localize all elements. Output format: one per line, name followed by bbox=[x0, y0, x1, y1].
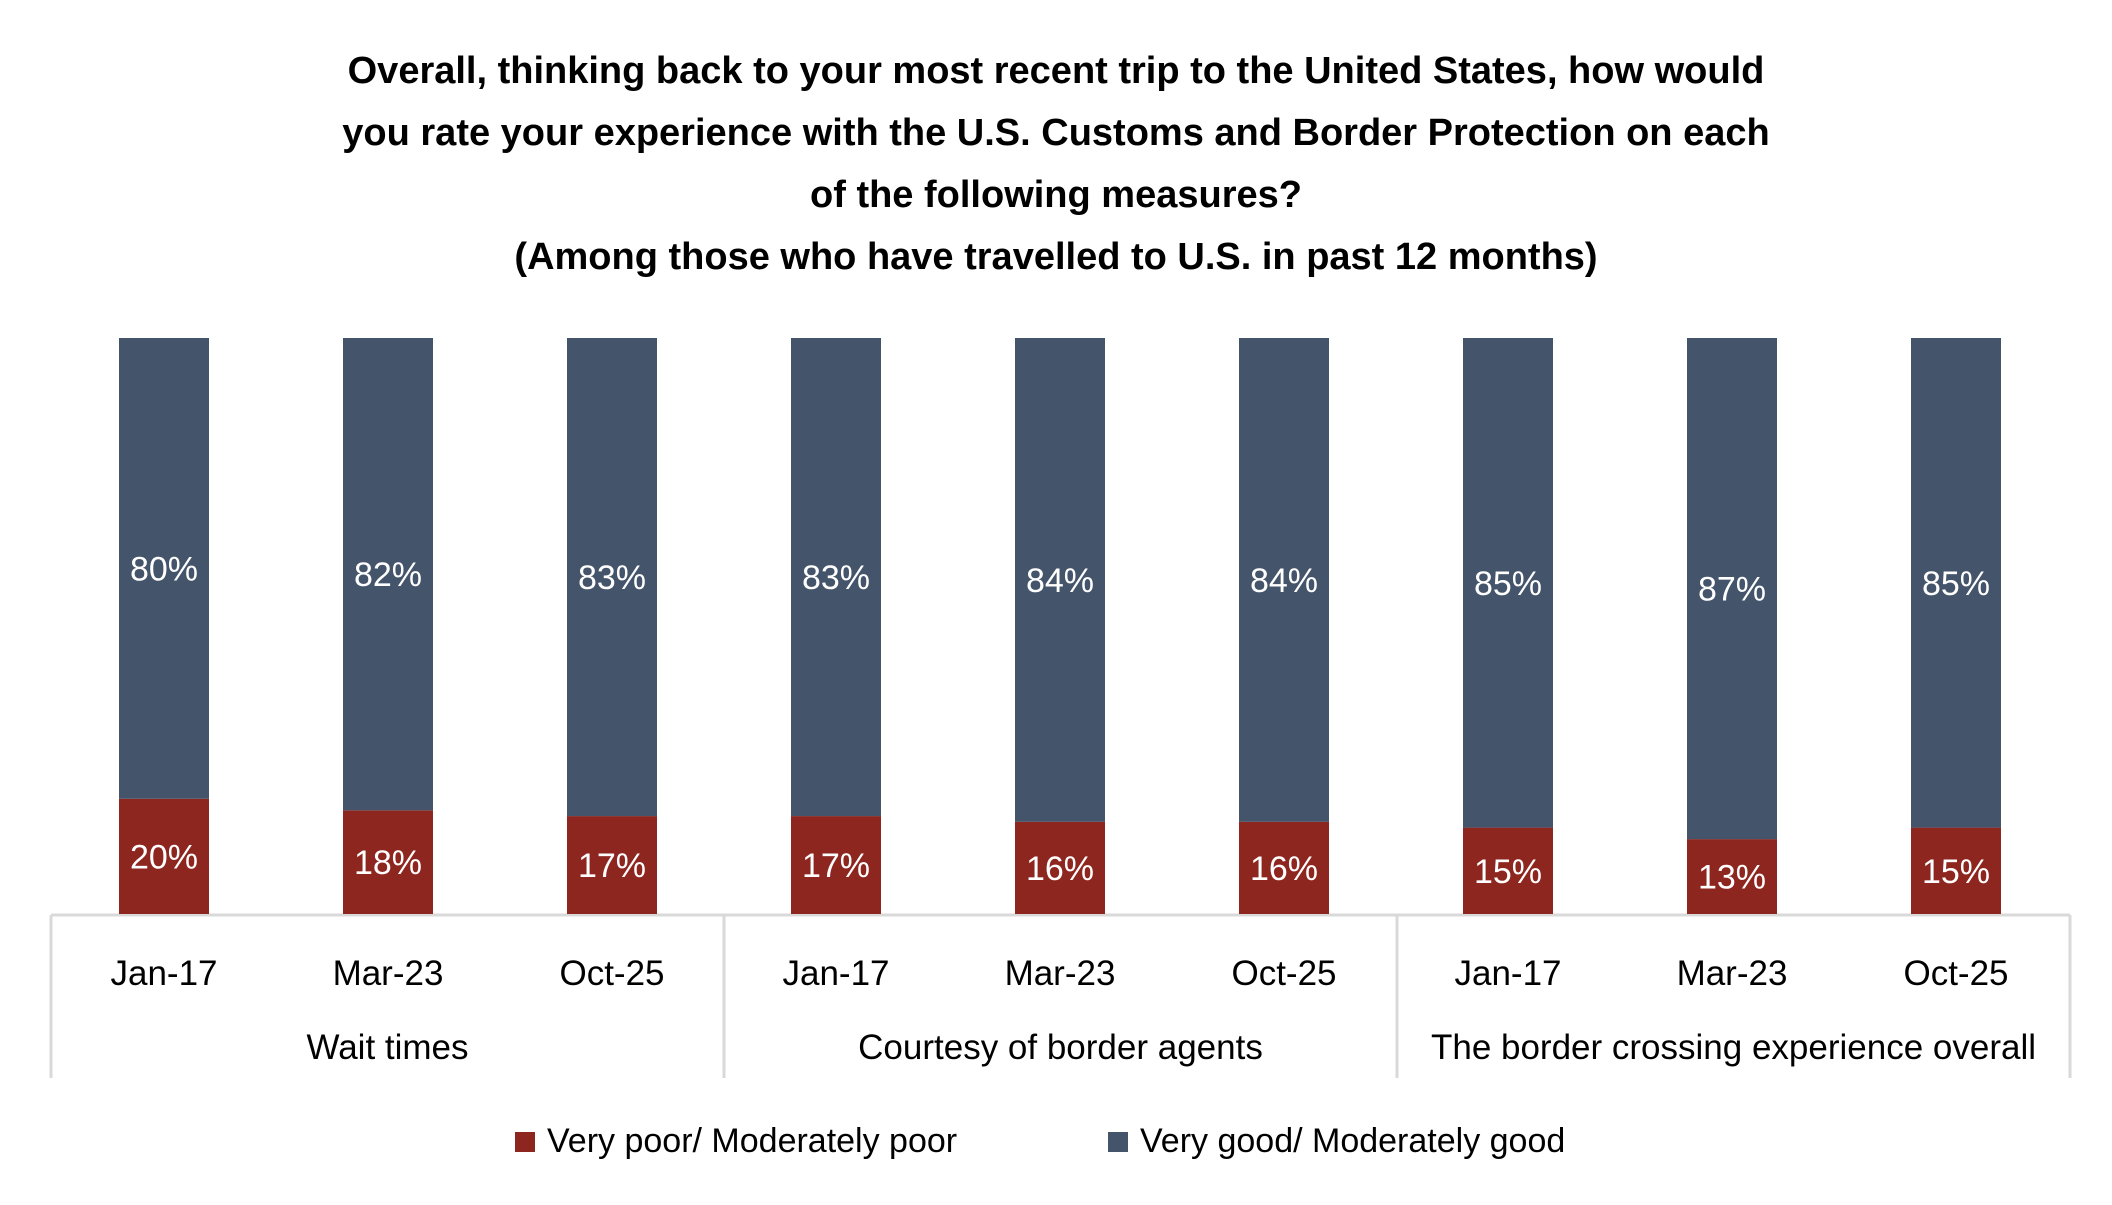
legend-label: Very poor/ Moderately poor bbox=[547, 1122, 958, 1160]
bar-segment bbox=[567, 816, 657, 914]
category-label: Mar-23 bbox=[1677, 954, 1788, 993]
bar-segment bbox=[1687, 839, 1777, 914]
category-label: Jan-17 bbox=[1454, 954, 1561, 993]
title-line: of the following measures? bbox=[810, 174, 1302, 216]
category-label: Oct-25 bbox=[1231, 954, 1336, 993]
bar-segment bbox=[1239, 821, 1329, 914]
bar-segment bbox=[1463, 827, 1553, 914]
data-label: 84% bbox=[1026, 562, 1094, 600]
bar-segment bbox=[1015, 821, 1105, 914]
chart-title: Overall, thinking back to your most rece… bbox=[0, 40, 2112, 288]
title-line: (Among those who have travelled to U.S. … bbox=[514, 236, 1598, 278]
data-label: 20% bbox=[130, 838, 198, 876]
bar-segment bbox=[791, 816, 881, 914]
data-label: 18% bbox=[354, 844, 422, 882]
data-label: 87% bbox=[1698, 571, 1766, 609]
category-label: Jan-17 bbox=[110, 954, 217, 993]
bar-segment bbox=[1239, 338, 1329, 822]
category-label: Mar-23 bbox=[1005, 954, 1116, 993]
data-label: 17% bbox=[802, 847, 870, 885]
bar-segment bbox=[343, 338, 433, 811]
category-label: Mar-23 bbox=[333, 954, 444, 993]
legend-swatch bbox=[515, 1131, 535, 1152]
legend-swatch bbox=[1108, 1131, 1128, 1152]
bar-segment bbox=[119, 798, 209, 914]
bar-segment bbox=[119, 338, 209, 799]
bar-segment bbox=[1015, 338, 1105, 822]
data-label: 15% bbox=[1922, 853, 1990, 891]
data-label: 82% bbox=[354, 556, 422, 594]
data-label: 16% bbox=[1026, 850, 1094, 888]
group-label: The border crossing experience overall bbox=[1431, 1028, 2036, 1067]
title-line: Overall, thinking back to your most rece… bbox=[347, 50, 1765, 92]
data-label: 85% bbox=[1474, 565, 1542, 603]
data-label: 83% bbox=[578, 559, 646, 597]
data-label: 80% bbox=[130, 550, 198, 588]
data-label: 17% bbox=[578, 847, 646, 885]
category-label: Oct-25 bbox=[1903, 954, 2008, 993]
bar-segment bbox=[343, 810, 433, 914]
data-label: 85% bbox=[1922, 565, 1990, 603]
bar-segment bbox=[1687, 338, 1777, 840]
group-label: Courtesy of border agents bbox=[858, 1028, 1263, 1067]
data-label: 84% bbox=[1250, 562, 1318, 600]
data-label: 83% bbox=[802, 559, 870, 597]
category-label: Jan-17 bbox=[782, 954, 889, 993]
data-label: 16% bbox=[1250, 850, 1318, 888]
data-label: 15% bbox=[1474, 853, 1542, 891]
bar-segment bbox=[1463, 338, 1553, 828]
legend-item-poor: Very poor/ Moderately poor bbox=[515, 1122, 957, 1161]
group-label: Wait times bbox=[306, 1028, 468, 1067]
bar-segment bbox=[791, 338, 881, 817]
bar-segment bbox=[1911, 827, 2001, 914]
category-label: Oct-25 bbox=[559, 954, 664, 993]
bar-segment bbox=[567, 338, 657, 817]
data-label: 13% bbox=[1698, 859, 1766, 897]
legend-item-good: Very good/ Moderately good bbox=[1108, 1122, 1565, 1161]
legend-label: Very good/ Moderately good bbox=[1140, 1122, 1566, 1160]
title-line: you rate your experience with the U.S. C… bbox=[342, 112, 1770, 154]
bar-segment bbox=[1911, 338, 2001, 828]
